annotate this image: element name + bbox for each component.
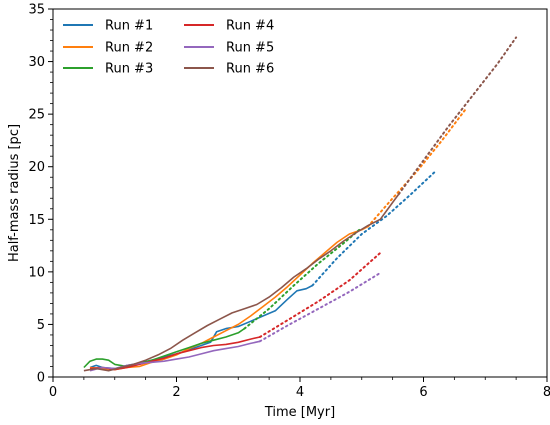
series-line-dotted-1	[311, 169, 437, 287]
series-line-dotted-6	[397, 36, 518, 196]
legend: Run #1 Run #2 Run #3 Run #4 Run #5 Run #6	[63, 19, 274, 77]
series-line-dotted-3	[243, 226, 363, 330]
legend-label: Run #4	[226, 19, 274, 34]
y-tick-label: 25	[28, 108, 45, 123]
y-tick-label: 35	[28, 3, 45, 18]
x-tick-label: 0	[49, 385, 57, 400]
series-line-dotted-4	[258, 251, 382, 338]
series-line-dotted-5	[258, 271, 382, 343]
legend-label: Run #2	[105, 41, 153, 56]
series-line-solid-1	[89, 284, 313, 370]
series-line-solid-6	[83, 193, 400, 372]
x-tick-label: 6	[419, 385, 427, 400]
legend-label: Run #3	[105, 62, 153, 77]
x-axis-label: Time [Myr]	[264, 405, 335, 420]
y-tick-label: 10	[28, 265, 45, 280]
legend-label: Run #6	[226, 62, 274, 77]
y-tick-label: 20	[28, 160, 45, 175]
axis-ticks: 0 2 4 6 8 0 5 10 15 20 25 30 35	[28, 3, 550, 401]
series-line-solid-4	[89, 336, 261, 371]
y-tick-label: 30	[28, 55, 45, 70]
y-tick-label: 15	[28, 213, 45, 228]
series-line-solid-3	[83, 327, 245, 369]
x-tick-label: 8	[543, 385, 550, 400]
plot-area	[83, 36, 518, 372]
y-tick-label: 5	[37, 318, 45, 333]
x-tick-label: 4	[296, 385, 304, 400]
series-line-solid-2	[89, 225, 369, 371]
legend-label: Run #1	[105, 19, 153, 34]
legend-label: Run #5	[226, 41, 274, 56]
y-tick-label: 0	[37, 371, 45, 386]
series-line-dotted-2	[366, 106, 468, 228]
x-tick-label: 2	[172, 385, 180, 400]
y-axis-label: Half-mass radius [pc]	[7, 124, 22, 262]
